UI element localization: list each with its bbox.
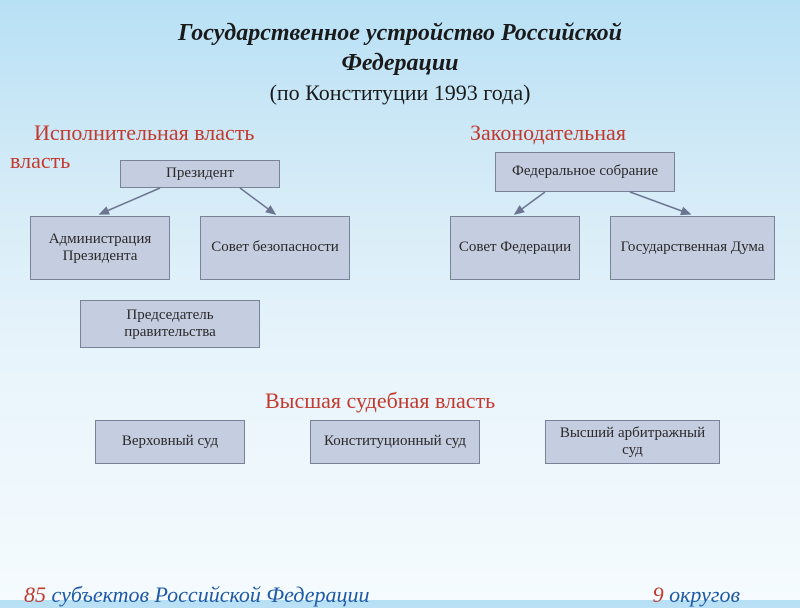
page-title-line1: Государственное устройство Российской bbox=[0, 18, 800, 48]
footer-districts: 9 округов bbox=[653, 582, 740, 608]
footer-subjects: 85 субъектов Российской Федерации bbox=[24, 582, 369, 608]
node-pm: Председатель правительства bbox=[80, 300, 260, 348]
branch-executive-label: Исполнительная власть bbox=[34, 120, 254, 146]
node-sec-council: Совет безопасности bbox=[200, 216, 350, 280]
branch-judicial-label: Высшая судебная власть bbox=[265, 388, 495, 414]
node-fed-council: Совет Федерации bbox=[450, 216, 580, 280]
node-duma: Государственная Дума bbox=[610, 216, 775, 280]
branch-legislative-label: Законодательная bbox=[470, 120, 626, 146]
page-subtitle: (по Конституции 1993 года) bbox=[0, 80, 800, 106]
node-const-court: Конституционный суд bbox=[310, 420, 480, 464]
node-supreme: Верховный суд bbox=[95, 420, 245, 464]
footer-districts-num: 9 bbox=[653, 582, 664, 607]
footer-subjects-num: 85 bbox=[24, 582, 46, 607]
footer-subjects-txt: субъектов Российской Федерации bbox=[46, 582, 369, 607]
node-arbitration: Высший арбитражный суд bbox=[545, 420, 720, 464]
branch-executive-cont: власть bbox=[10, 148, 70, 174]
page-title-line2: Федерации bbox=[0, 48, 800, 78]
node-president: Президент bbox=[120, 160, 280, 188]
footer-districts-txt: округов bbox=[664, 582, 740, 607]
node-fed-assembly: Федеральное собрание bbox=[495, 152, 675, 192]
node-admin: Администрация Президента bbox=[30, 216, 170, 280]
